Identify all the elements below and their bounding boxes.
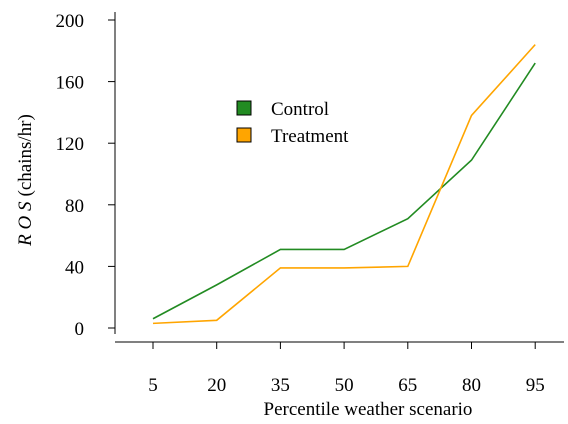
y-tick-label: 120 xyxy=(56,134,85,155)
y-tick-label: 40 xyxy=(65,257,84,278)
y-tick-label: 80 xyxy=(65,196,84,217)
x-tick-label: 50 xyxy=(335,375,354,396)
y-tick-label: 0 xyxy=(75,319,85,340)
legend-label-control: Control xyxy=(271,99,329,120)
y-axis-title-symbol: R O S xyxy=(15,201,36,247)
legend-swatch-treatment xyxy=(236,127,252,143)
x-tick-label: 20 xyxy=(207,375,226,396)
x-tick-label: 65 xyxy=(398,375,417,396)
x-ticks: 5 20 35 50 65 80 95 xyxy=(148,342,545,396)
y-ticks: 0 40 80 120 160 200 xyxy=(56,11,115,340)
legend-label-treatment: Treatment xyxy=(271,126,349,147)
series-line-treatment xyxy=(152,44,536,325)
y-axis-title-unit: (chains/hr) xyxy=(15,114,36,196)
x-tick-label: 95 xyxy=(526,375,545,396)
x-axis-title: Percentile weather scenario xyxy=(264,399,473,420)
series-line-control xyxy=(152,62,536,320)
legend-swatch-control xyxy=(236,100,252,116)
x-tick-label: 5 xyxy=(148,375,158,396)
legend: Control Treatment xyxy=(236,99,349,147)
x-tick-label: 80 xyxy=(462,375,481,396)
y-tick-label: 160 xyxy=(56,73,85,94)
x-tick-label: 35 xyxy=(271,375,290,396)
y-axis-title: R O S (chains/hr) xyxy=(15,114,36,247)
y-tick-label: 200 xyxy=(56,11,85,32)
series-lines xyxy=(152,44,536,325)
